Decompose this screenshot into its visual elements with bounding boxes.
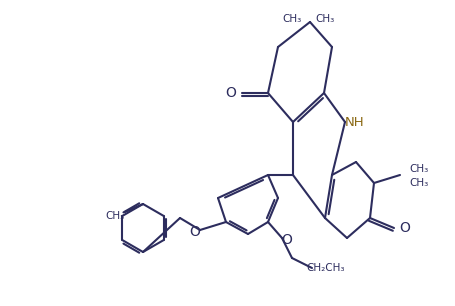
Text: O: O bbox=[190, 225, 201, 239]
Text: CH₃: CH₃ bbox=[410, 178, 429, 188]
Text: O: O bbox=[226, 86, 237, 100]
Text: CH₃: CH₃ bbox=[410, 164, 429, 174]
Text: NH: NH bbox=[345, 115, 365, 129]
Text: CH₃: CH₃ bbox=[106, 211, 125, 221]
Text: CH₂CH₃: CH₂CH₃ bbox=[307, 263, 345, 273]
Text: CH₃: CH₃ bbox=[283, 14, 302, 24]
Text: CH₃: CH₃ bbox=[315, 14, 334, 24]
Text: O: O bbox=[282, 233, 293, 247]
Text: O: O bbox=[399, 221, 410, 235]
